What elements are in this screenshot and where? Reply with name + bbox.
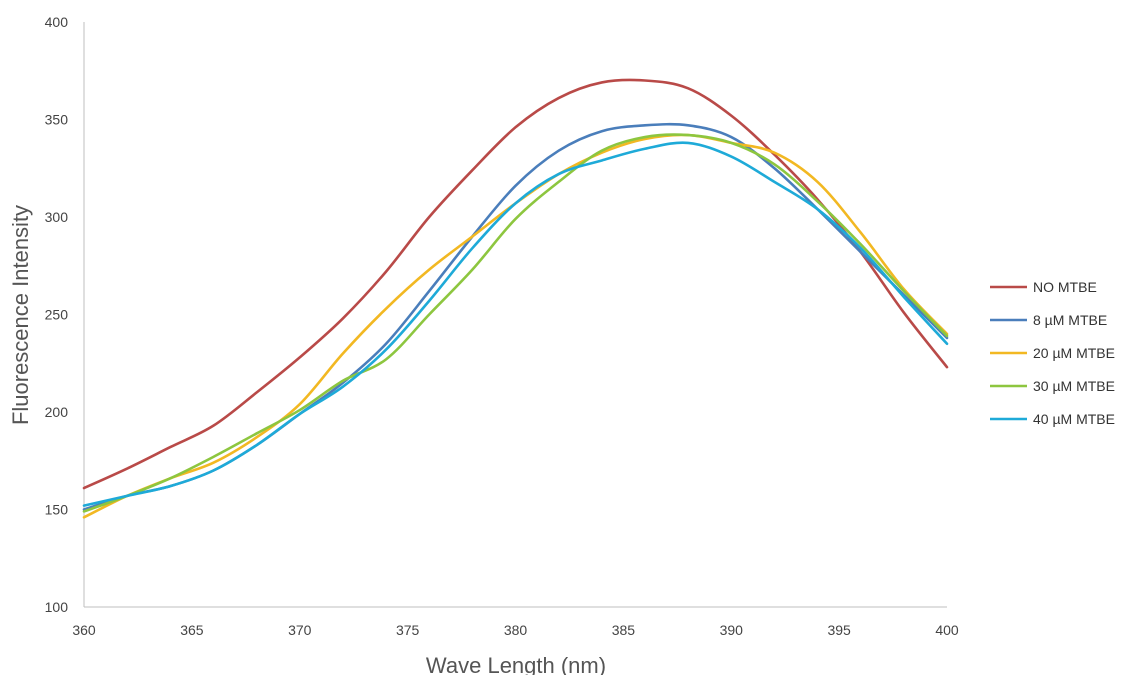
x-tick-label: 370 bbox=[288, 622, 312, 638]
legend-label: NO MTBE bbox=[1033, 279, 1097, 295]
series-line bbox=[82, 133, 949, 519]
legend-label: 8 µM MTBE bbox=[1033, 312, 1107, 328]
legend: NO MTBE 8 µM MTBE 20 µM MTBE 30 µM MTBE 40 µ… bbox=[990, 279, 1115, 427]
x-tick-label: 375 bbox=[396, 622, 420, 638]
legend-item: NO MTBE bbox=[990, 279, 1097, 295]
x-tick-label: 380 bbox=[504, 622, 528, 638]
x-tick-label: 360 bbox=[72, 622, 96, 638]
x-tick-label: 400 bbox=[935, 622, 959, 638]
legend-label: 30 µM MTBE bbox=[1033, 378, 1115, 394]
x-tick-label: 390 bbox=[720, 622, 744, 638]
legend-item: 8 µM MTBE bbox=[990, 312, 1107, 328]
legend-item: 40 µM MTBE bbox=[990, 411, 1115, 427]
y-tick-label: 200 bbox=[45, 404, 69, 420]
x-tick-label: 385 bbox=[612, 622, 636, 638]
series-lines bbox=[82, 78, 949, 519]
y-tick-label: 250 bbox=[45, 307, 69, 323]
y-axis-title: Fluorescence Intensity bbox=[8, 205, 33, 425]
legend-label: 20 µM MTBE bbox=[1033, 345, 1115, 361]
y-tick-label: 300 bbox=[45, 209, 69, 225]
series-line bbox=[82, 141, 949, 507]
x-axis-title: Wave Length (nm) bbox=[426, 653, 606, 675]
y-tick-label: 100 bbox=[45, 599, 69, 615]
y-tick-label: 150 bbox=[45, 502, 69, 518]
x-tick-labels: 360 365 370 375 380 385 390 395 400 bbox=[72, 622, 959, 638]
y-tick-label: 350 bbox=[45, 112, 69, 128]
x-tick-label: 365 bbox=[180, 622, 204, 638]
x-tick-label: 395 bbox=[827, 622, 851, 638]
series-line bbox=[82, 78, 949, 490]
legend-label: 40 µM MTBE bbox=[1033, 411, 1115, 427]
legend-item: 30 µM MTBE bbox=[990, 378, 1115, 394]
y-tick-label: 400 bbox=[45, 14, 69, 30]
y-tick-labels: 100 150 200 250 300 350 400 bbox=[45, 14, 69, 615]
plot-area: 100 150 200 250 300 350 400 360 365 370 375 380 385… bbox=[45, 14, 959, 638]
series-line bbox=[82, 133, 949, 513]
legend-item: 20 µM MTBE bbox=[990, 345, 1115, 361]
